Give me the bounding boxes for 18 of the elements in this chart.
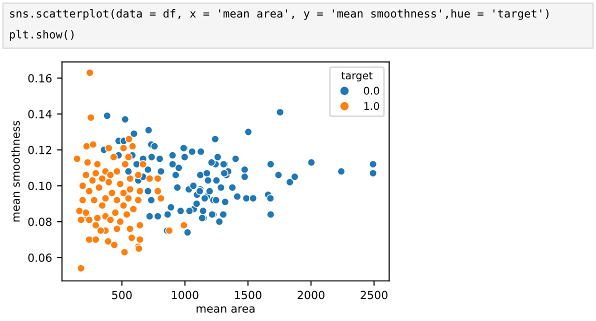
y-tick-label: 0.16 — [28, 74, 52, 82]
text: plt.show() — [10, 30, 74, 41]
y-axis-title: mean smoothness — [11, 120, 20, 222]
x-tick-label: 1500 — [235, 290, 262, 300]
x-tick-label: 2500 — [360, 290, 388, 300]
x-tick-label: 1000 — [172, 290, 198, 300]
y-tick-label: 0.12 — [28, 146, 52, 154]
y-tick-label: 0.10 — [28, 182, 52, 190]
text: sns.scatterplot(data = df, x = 'mean area', y = 'mean smoothness',hue = 'target') — [10, 9, 548, 20]
x-tick-label: 500 — [112, 290, 132, 300]
legend-title: target — [341, 72, 373, 82]
y-tick-label: 0.14 — [28, 110, 52, 118]
legend-label: 1.0 — [364, 102, 380, 110]
legend-label: 0.0 — [364, 86, 380, 95]
y-tick-label: 0.06 — [28, 254, 52, 262]
x-axis-title: mean area — [196, 306, 254, 313]
x-tick-label: 2000 — [298, 290, 324, 300]
y-tick-label: 0.08 — [28, 218, 52, 226]
